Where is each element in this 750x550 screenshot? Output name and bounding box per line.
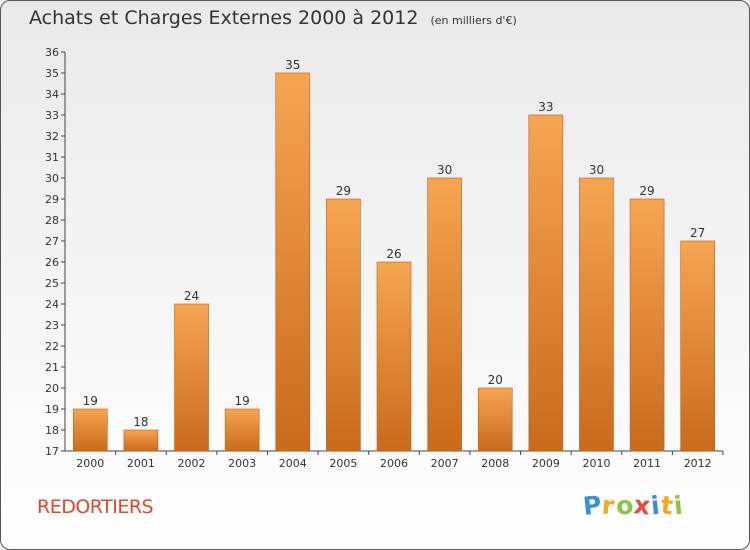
x-tick-label: 2001 bbox=[127, 457, 155, 470]
x-tick-label: 2005 bbox=[329, 457, 357, 470]
x-tick-label: 2009 bbox=[532, 457, 560, 470]
bar bbox=[275, 72, 311, 452]
y-tick-label: 23 bbox=[45, 319, 59, 332]
bar bbox=[376, 261, 412, 452]
data-label: 19 bbox=[235, 394, 250, 408]
x-tick-label: 2010 bbox=[582, 457, 610, 470]
y-tick-label: 25 bbox=[45, 277, 59, 290]
bar bbox=[477, 387, 513, 452]
y-tick-label: 32 bbox=[45, 130, 59, 143]
y-tick-label: 30 bbox=[45, 172, 59, 185]
bar bbox=[680, 240, 715, 452]
data-label: 30 bbox=[589, 163, 604, 177]
data-label: 24 bbox=[184, 289, 199, 303]
y-tick-label: 21 bbox=[45, 361, 59, 374]
bar bbox=[427, 177, 462, 452]
commune-name: REDORTIERS bbox=[37, 496, 154, 518]
data-label: 29 bbox=[336, 184, 351, 198]
data-label: 29 bbox=[639, 184, 654, 198]
data-label: 33 bbox=[538, 100, 553, 114]
x-tick-label: 2000 bbox=[76, 457, 104, 470]
data-label: 27 bbox=[690, 226, 705, 240]
bar bbox=[326, 198, 361, 452]
data-label: 30 bbox=[437, 163, 452, 177]
y-tick-label: 35 bbox=[45, 67, 59, 80]
data-label: 20 bbox=[488, 373, 503, 387]
y-tick-label: 19 bbox=[45, 403, 59, 416]
x-tick-label: 2006 bbox=[380, 457, 408, 470]
bar bbox=[123, 429, 159, 452]
y-tick-label: 27 bbox=[45, 235, 59, 248]
x-tick-label: 2011 bbox=[633, 457, 661, 470]
chart-subtitle: (en milliers d'€) bbox=[430, 14, 517, 27]
bar bbox=[174, 303, 209, 452]
y-tick-label: 18 bbox=[45, 424, 59, 437]
data-label: 26 bbox=[386, 247, 401, 261]
bar bbox=[224, 408, 260, 452]
x-tick-label: 2007 bbox=[431, 457, 459, 470]
title-text: Achats et Charges Externes 2000 à 2012 bbox=[29, 7, 419, 29]
y-tick-label: 20 bbox=[45, 382, 59, 395]
y-tick-label: 36 bbox=[45, 46, 59, 59]
logo-letter: i bbox=[672, 490, 685, 521]
y-tick-label: 29 bbox=[45, 193, 59, 206]
data-label: 35 bbox=[285, 58, 300, 72]
x-tick-label: 2003 bbox=[228, 457, 256, 470]
bar bbox=[579, 177, 614, 452]
data-label: 19 bbox=[83, 394, 98, 408]
bar bbox=[528, 114, 564, 452]
bar bbox=[73, 408, 108, 452]
y-tick-label: 28 bbox=[45, 214, 59, 227]
x-tick-label: 2008 bbox=[481, 457, 509, 470]
bar bbox=[629, 198, 665, 452]
chart-title: Achats et Charges Externes 2000 à 2012 (e… bbox=[29, 7, 517, 29]
proxiti-logo: Proxiti bbox=[582, 490, 685, 521]
y-tick-label: 26 bbox=[45, 256, 59, 269]
x-tick-label: 2002 bbox=[178, 457, 206, 470]
x-tick-label: 2012 bbox=[684, 457, 712, 470]
data-label: 18 bbox=[133, 415, 148, 429]
y-tick-label: 31 bbox=[45, 151, 59, 164]
y-tick-label: 33 bbox=[45, 109, 59, 122]
y-tick-label: 17 bbox=[45, 445, 59, 458]
y-tick-label: 24 bbox=[45, 298, 59, 311]
y-tick-label: 34 bbox=[45, 88, 59, 101]
x-tick-label: 2004 bbox=[279, 457, 307, 470]
y-tick-label: 22 bbox=[45, 340, 59, 353]
